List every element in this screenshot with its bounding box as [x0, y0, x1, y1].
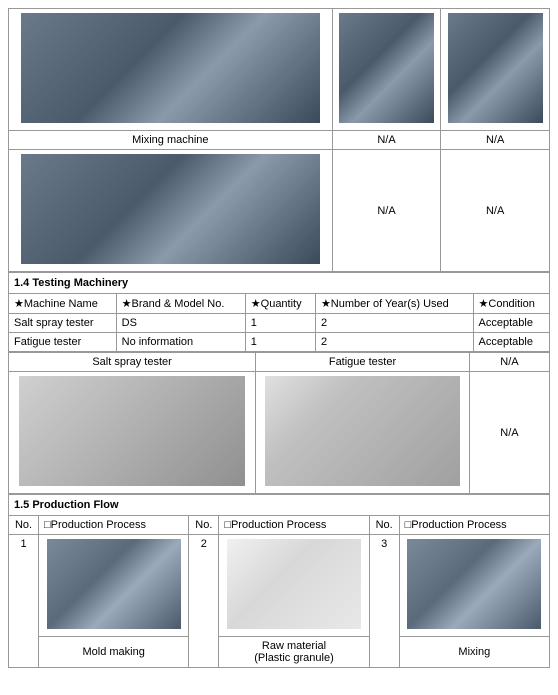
- testing-na-cell: N/A: [469, 372, 549, 494]
- salt-spray-image: [19, 376, 245, 486]
- table-row: Salt spray tester DS 1 2 Acceptable: [9, 314, 550, 333]
- fatigue-tester-image: [265, 376, 459, 486]
- equip-caption-3: N/A: [441, 131, 550, 150]
- cell-qty-0: 1: [245, 314, 315, 333]
- cell-qty-1: 1: [245, 333, 315, 352]
- equip-caption-1: Mixing machine: [9, 131, 333, 150]
- prod-header-0: No.: [9, 516, 39, 535]
- testing-header-1: ★Brand & Model No.: [116, 294, 245, 314]
- equip-img-cell-1: [9, 9, 333, 131]
- testing-header-4: ★Condition: [473, 294, 549, 314]
- cell-brand-1: No information: [116, 333, 245, 352]
- mold-making-image: [47, 539, 181, 629]
- equipment-table-1: Mixing machine N/A N/A N/A N/A: [8, 8, 550, 272]
- prod-no-1: 2: [189, 535, 219, 668]
- testing-img-cell-0: [9, 372, 256, 494]
- equip-na-6: N/A: [441, 150, 550, 272]
- prod-header-2: No.: [189, 516, 219, 535]
- production-title: 1.5 Production Flow: [9, 495, 550, 516]
- cell-cond-1: Acceptable: [473, 333, 549, 352]
- equip-image-1: [21, 13, 320, 123]
- prod-header-3: □Production Process: [219, 516, 369, 535]
- production-table: 1.5 Production Flow No. □Production Proc…: [8, 494, 550, 668]
- prod-caption-1: Raw material (Plastic granule): [219, 637, 369, 668]
- cell-brand-0: DS: [116, 314, 245, 333]
- equip-img-cell-2: [332, 9, 441, 131]
- mixing-image: [407, 539, 541, 629]
- prod-img-cell-0: [39, 535, 189, 637]
- testing-title: 1.4 Testing Machinery: [9, 273, 550, 294]
- equip-caption-2: N/A: [332, 131, 441, 150]
- prod-caption-2: Mixing: [399, 637, 549, 668]
- equip-img-cell-3: [441, 9, 550, 131]
- raw-material-image: [227, 539, 361, 629]
- testing-header-3: ★Number of Year(s) Used: [315, 294, 473, 314]
- testing-table: 1.4 Testing Machinery ★Machine Name ★Bra…: [8, 272, 550, 352]
- equip-image-3: [448, 13, 543, 123]
- cell-machine-name-1: Fatigue tester: [9, 333, 117, 352]
- prod-header-4: No.: [369, 516, 399, 535]
- cell-years-0: 2: [315, 314, 473, 333]
- prod-no-2: 3: [369, 535, 399, 668]
- equip-na-5: N/A: [332, 150, 441, 272]
- prod-caption-0: Mold making: [39, 637, 189, 668]
- cell-cond-0: Acceptable: [473, 314, 549, 333]
- testing-img-caption-0: Salt spray tester: [9, 353, 256, 372]
- testing-header-0: ★Machine Name: [9, 294, 117, 314]
- prod-no-0: 1: [9, 535, 39, 668]
- prod-img-cell-2: [399, 535, 549, 637]
- testing-img-caption-2: N/A: [469, 353, 549, 372]
- equip-image-4: [21, 154, 320, 264]
- prod-header-5: □Production Process: [399, 516, 549, 535]
- prod-header-1: □Production Process: [39, 516, 189, 535]
- testing-img-caption-1: Fatigue tester: [256, 353, 470, 372]
- cell-machine-name-0: Salt spray tester: [9, 314, 117, 333]
- equip-img-cell-4: [9, 150, 333, 272]
- prod-img-cell-1: [219, 535, 369, 637]
- testing-header-2: ★Quantity: [245, 294, 315, 314]
- table-row: Fatigue tester No information 1 2 Accept…: [9, 333, 550, 352]
- testing-images-table: Salt spray tester Fatigue tester N/A N/A: [8, 352, 550, 494]
- cell-years-1: 2: [315, 333, 473, 352]
- testing-img-cell-1: [256, 372, 470, 494]
- equip-image-2: [339, 13, 434, 123]
